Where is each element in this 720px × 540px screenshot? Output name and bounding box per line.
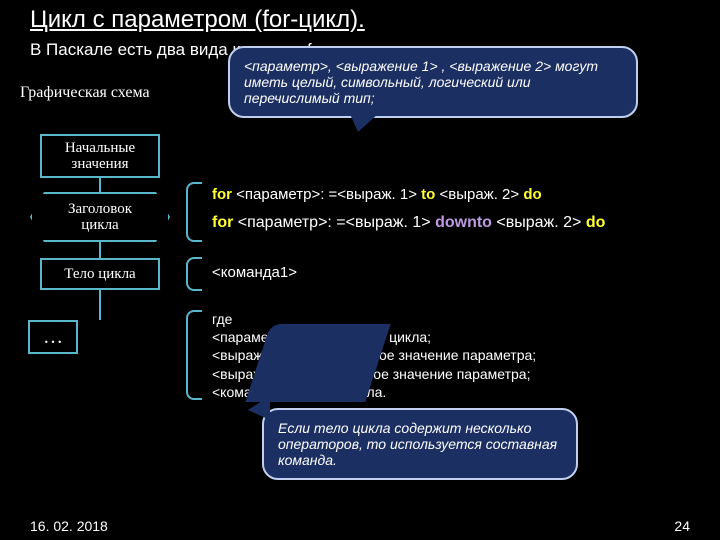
callout-tail-icon — [350, 114, 378, 132]
slide-title: Цикл с параметром (for-цикл). — [0, 0, 720, 36]
brace-body — [186, 257, 202, 291]
code-cmd: <команда1> — [212, 264, 297, 281]
obscuring-shape — [245, 324, 390, 402]
node-body: Тело цикла — [40, 258, 160, 290]
footer-date: 16. 02. 2018 — [30, 518, 108, 534]
main-content: Графическая схема Начальные значения Заг… — [0, 64, 720, 524]
node-dots: … — [28, 320, 78, 354]
connector — [99, 290, 101, 320]
schema-label: Графическая схема — [20, 84, 150, 102]
brace-desc — [186, 310, 202, 400]
callout-top: <параметр>, <выражение 1> , <выражение 2… — [228, 46, 638, 118]
footer-page-number: 24 — [674, 518, 690, 534]
connector — [99, 178, 101, 194]
code-line-1: for <параметр>: =<выраж. 1> to <выраж. 2… — [212, 186, 542, 203]
brace-header — [186, 182, 202, 242]
callout-bottom: Если тело цикла содержит несколько опера… — [262, 408, 578, 480]
node-initial: Начальные значения — [40, 134, 160, 178]
code-line-2: for <параметр>: =<выраж. 1> downto <выра… — [212, 214, 605, 232]
node-header: Заголовок цикла — [30, 192, 170, 242]
connector — [99, 242, 101, 258]
